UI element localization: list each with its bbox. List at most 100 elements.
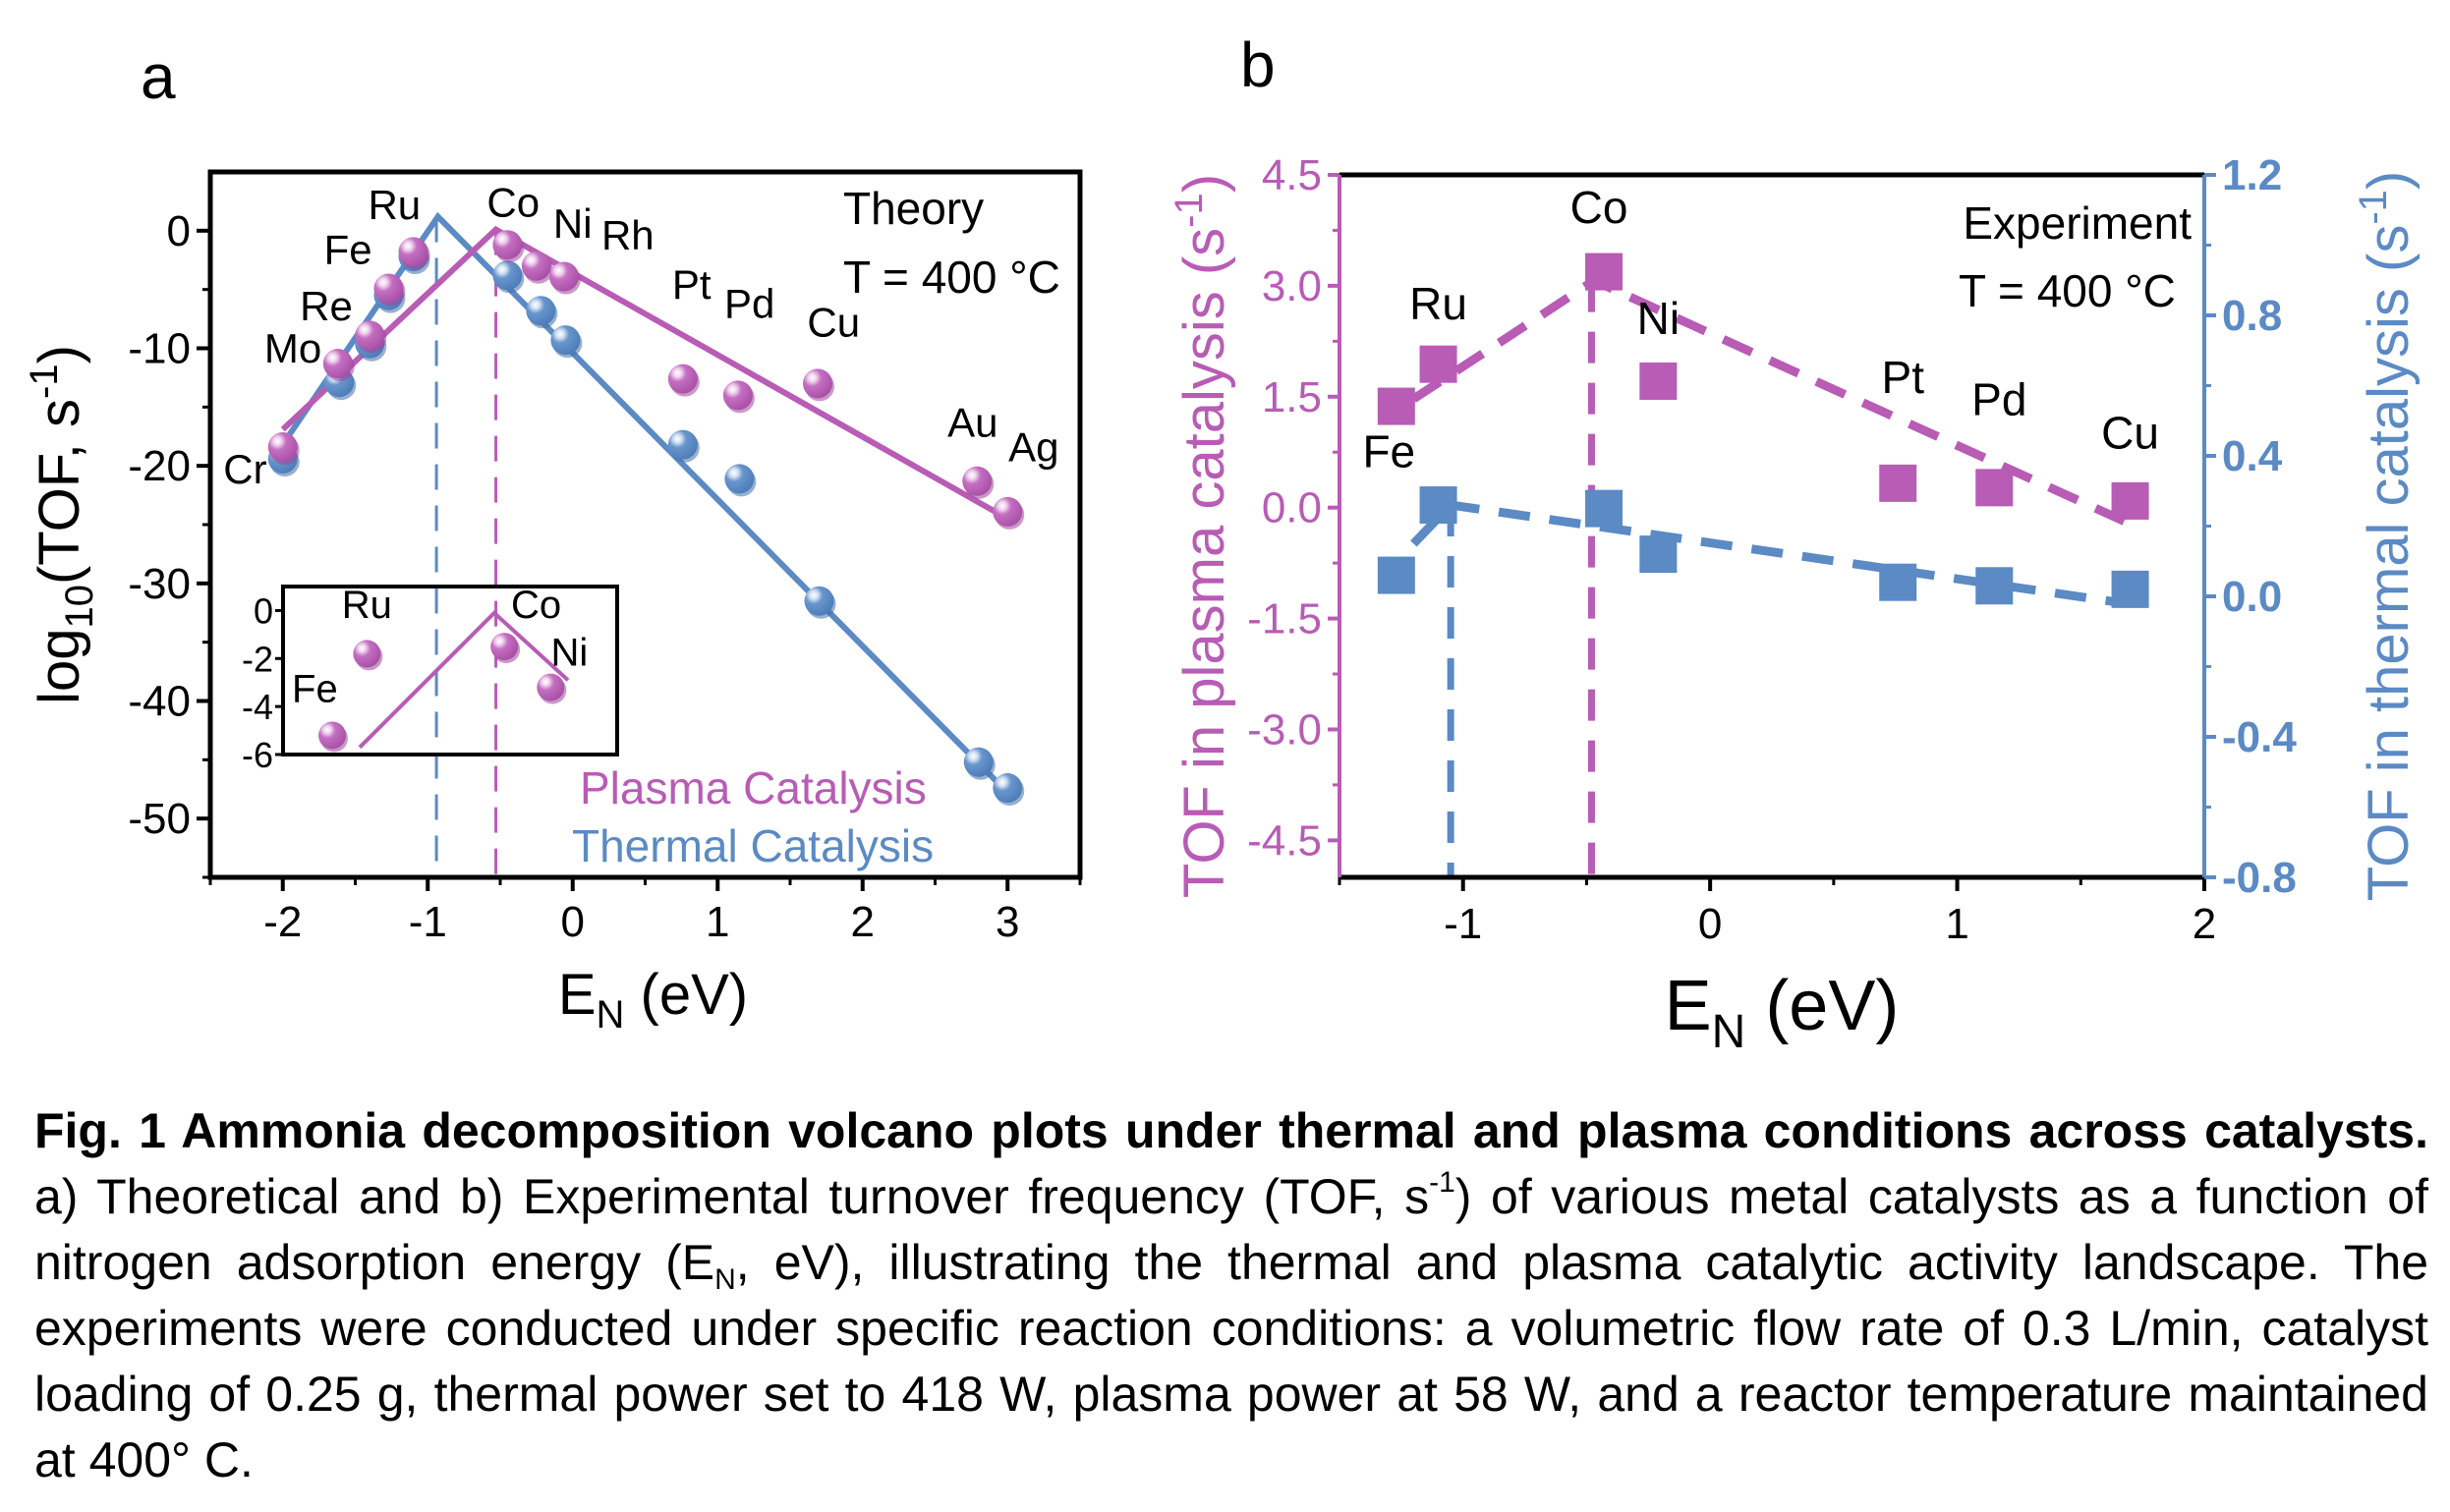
marker-ball [962,466,993,496]
caption-bold-lead: Fig. 1 Ammonia decomposition volcano plo… [34,1103,2428,1158]
left-y-axis-label-part: ) [1172,174,1236,193]
point-plasma-pd [1975,469,2014,507]
y-axis-label-part: 10 [58,585,101,629]
point-thermal-rh [550,325,583,359]
point-thermal-cu [804,586,836,619]
point-plasma-au [962,466,995,499]
x-tick-label: -2 [263,898,302,946]
marker-ball [353,640,381,668]
y-tick-label: -50 [128,795,191,843]
x-tick-label: 0 [561,898,585,946]
point-plasma-cu [803,368,835,402]
point-plasma-ag [993,496,1025,530]
point-label-re: Re [300,283,353,329]
x-axis-label-part: N [1712,1006,1746,1058]
panel-label-b: b [1240,29,1276,100]
marker-ball [963,747,994,777]
point-label-ni: Ni [553,200,593,247]
marker-ball [804,586,834,616]
x-tick-label: 1 [706,898,729,946]
inset-ytick-label: -6 [242,735,273,775]
point-label-mo: Mo [264,325,321,371]
inset-label-ni: Ni [551,632,589,675]
annotation-method: Experiment [1963,197,2192,249]
legend-thermal: Thermal Catalysis [572,820,934,871]
caption-sup1: -1 [1429,1166,1455,1199]
marker-ball [993,496,1023,527]
y-tick-label: -20 [128,442,191,490]
point-label-pt: Pt [1882,352,1925,403]
x-axis-label-part: N [597,993,625,1036]
left-y-tick-label: 1.5 [1262,373,1322,421]
point-plasma-cr [267,432,300,466]
left-y-axis-label-part: -1 [1168,193,1211,228]
point-label-cu: Cu [2101,407,2159,458]
marker-ball [267,432,298,463]
marker-ball [521,251,551,281]
right-y-tick-label: 0.8 [2222,292,2282,340]
point-plasma-pd [722,380,755,414]
point-plasma-ni [521,251,553,284]
trend-line-thermal [1410,500,2127,608]
left-y-tick-label: 0.0 [1262,484,1322,532]
marker-ball [667,429,698,460]
caption-sub1: N [714,1263,736,1296]
marker-ball [722,380,753,411]
point-thermal-fe [1377,556,1415,594]
figure-caption: Fig. 1 Ammonia decomposition volcano plo… [34,1098,2428,1493]
right-y-tick-label: -0.8 [2222,854,2297,902]
x-tick-label: -1 [1444,900,1482,948]
inset-plot: 0 -2 -4 -6 Ru Co Ni Fe [242,584,619,775]
point-label-ag: Ag [1008,423,1058,470]
y-axis-label: log10(TOF, s-1) [23,345,101,704]
point-plasma-re [355,320,387,354]
left-y-tick-label: 3.0 [1262,262,1322,310]
point-label-pt: Pt [672,261,712,308]
marker-ball [548,261,579,292]
marker-ball [667,364,698,394]
point-thermal-ru [1419,486,1457,525]
y-tick-label: -10 [128,325,191,373]
marker-ball [724,464,755,494]
y-axis-label-part: (TOF, s [28,399,91,585]
annotation-temperature: T = 400 °C [843,252,1060,303]
point-label-co: Co [486,179,540,225]
point-plasma-fe [373,273,406,307]
marker-ball [550,325,581,356]
inset-ytick-label: -4 [242,687,273,727]
left-y-tick-label: -4.5 [1247,816,1322,865]
right-y-tick-label: 0.0 [2222,573,2282,621]
point-thermal-ni [1639,535,1678,574]
marker-ball [355,320,385,351]
marker-ball [492,230,523,260]
point-thermal-ag [993,773,1025,807]
point-thermal-pt [1879,563,1917,601]
x-tick-label: 1 [1945,900,1968,948]
left-y-axis-label-part: TOF in plasma catalysis (s [1172,228,1236,898]
annotation-method: Theory [843,183,984,234]
right-y-tick-label: -0.4 [2222,713,2297,761]
inset-frame [281,585,619,756]
x-axis-label-part: E [558,963,597,1027]
marker-ball [398,237,428,267]
left-y-tick-label: -1.5 [1247,595,1322,644]
point-label-fe: Fe [324,226,372,272]
point-label-rh: Rh [601,212,655,258]
point-plasma-co [1585,252,1624,291]
right-y-axis-label-part: TOF in thermal catalysis (s [2357,225,2421,902]
inset-point-ru [353,640,383,671]
x-axis-label-part: (eV) [1745,967,1899,1045]
legend-plasma: Plasma Catalysis [580,762,927,813]
point-plasma-pt [1879,464,1917,502]
x-tick-label: 0 [1698,900,1722,948]
y-axis-label-part: ) [28,345,91,364]
inset-label-ru: Ru [342,584,392,627]
point-label-ni: Ni [1637,293,1680,344]
right-y-axis-label-part: -1 [2352,190,2395,225]
x-axis-label-part: E [1665,967,1712,1045]
inset-point-co [490,633,521,664]
point-thermal-cu [2111,570,2149,608]
right-y-tick-label: 1.2 [2222,151,2282,199]
